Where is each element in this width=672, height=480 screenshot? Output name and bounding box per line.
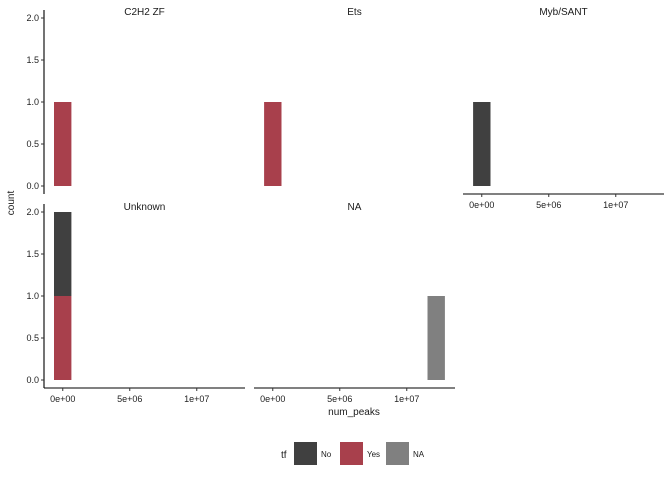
facet-strip-label: Unknown — [124, 202, 166, 213]
x-tick-label: 1e+07 — [603, 200, 628, 210]
x-tick-label: 5e+06 — [117, 394, 142, 404]
facet-panel: Unknown 0.0 0.5 1.0 1.5 2.0 0e+00 5e+06 1e+07 — [26, 202, 245, 404]
x-tick-label: 0e+00 — [50, 394, 75, 404]
x-tick-label: 1e+07 — [394, 394, 419, 404]
legend-key-yes — [340, 442, 363, 465]
y-tick-label: 1.0 — [26, 291, 39, 301]
facet-strip-label: C2H2 ZF — [124, 7, 165, 18]
y-tick-label: 0.5 — [26, 139, 39, 149]
y-tick-label: 0.0 — [26, 375, 39, 385]
y-tick-label: 2.0 — [26, 13, 39, 23]
facet-panel: C2H2 ZF 0.0 0.5 1.0 1.5 2.0 — [26, 7, 165, 194]
facet-panel: Myb/SANT 0e+00 5e+06 1e+07 — [463, 7, 664, 210]
histogram-bar-yes — [54, 296, 72, 380]
histogram-bar-no — [54, 212, 72, 296]
y-tick-label: 0.0 — [26, 181, 39, 191]
y-tick-label: 1.0 — [26, 97, 39, 107]
x-tick-label: 1e+07 — [184, 394, 209, 404]
y-tick-label: 1.5 — [26, 55, 39, 65]
x-tick-label: 5e+06 — [327, 394, 352, 404]
histogram-bar-no — [473, 102, 491, 186]
x-axis-title: num_peaks — [328, 407, 380, 418]
y-axis-title: count — [6, 191, 17, 216]
facet-panel: NA 0e+00 5e+06 1e+07 — [254, 202, 455, 404]
x-tick-label: 0e+00 — [469, 200, 494, 210]
histogram-bar-na — [427, 296, 445, 380]
x-tick-label: 5e+06 — [536, 200, 561, 210]
y-tick-label: 2.0 — [26, 207, 39, 217]
legend-label: NA — [413, 450, 425, 459]
facet-strip-label: NA — [348, 202, 362, 213]
legend-key-na — [386, 442, 409, 465]
facet-strip-label: Ets — [347, 7, 361, 18]
histogram-bar-yes — [54, 102, 72, 186]
y-tick-label: 1.5 — [26, 249, 39, 259]
legend-label: Yes — [367, 450, 380, 459]
legend-key-no — [294, 442, 317, 465]
legend-label: No — [321, 450, 332, 459]
facet-panels: C2H2 ZF 0.0 0.5 1.0 1.5 2.0 Ets Myb/SANT 0e+00 5e… — [26, 7, 664, 404]
y-tick-label: 0.5 — [26, 333, 39, 343]
legend: tf No Yes NA — [281, 442, 425, 465]
histogram-bar-yes — [264, 102, 282, 186]
facet-panel: Ets — [264, 7, 362, 186]
x-tick-label: 0e+00 — [260, 394, 285, 404]
facet-strip-label: Myb/SANT — [539, 7, 587, 18]
legend-title: tf — [281, 450, 287, 461]
